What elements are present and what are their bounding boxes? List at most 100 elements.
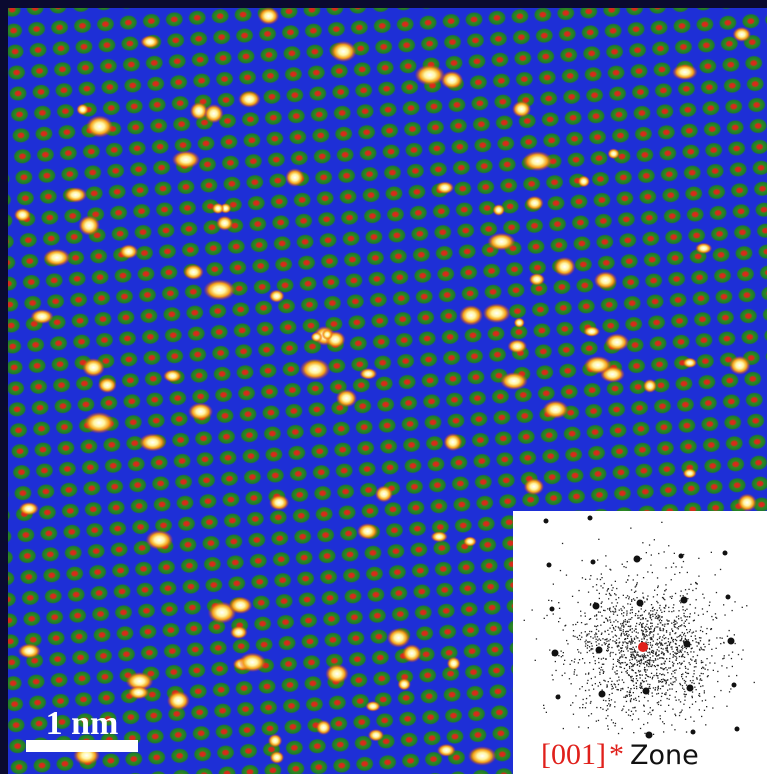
fft-speckle [673,622,674,623]
fft-speckle [617,680,618,681]
fft-speckle [668,651,669,652]
fft-speckle [578,651,579,652]
fft-speckle [669,699,670,700]
fft-speckle [636,700,637,701]
fft-speckle [676,658,677,659]
fft-speckle [621,667,622,668]
fft-speckle [673,610,674,611]
fft-speckle [715,617,716,618]
fft-speckle [662,624,663,625]
fft-speckle [623,706,624,707]
fft-speckle [661,657,662,658]
fft-speckle [687,652,688,653]
fft-speckle [666,630,667,631]
fft-speckle [572,596,573,597]
fft-speckle [701,662,702,663]
fft-speckle [605,700,606,701]
fft-speckle [619,642,620,643]
fft-speckle [659,630,660,631]
fft-speckle [626,665,627,666]
fft-speckle [693,651,694,652]
fft-speckle [665,661,666,662]
fft-speckle [675,669,676,670]
fft-speckle [617,659,618,660]
fft-speckle [636,585,637,586]
fft-speckle [653,596,654,597]
fft-speckle [648,663,649,664]
fft-speckle [602,638,603,639]
fft-speckle [587,645,588,646]
fft-speckle [642,618,643,619]
fft-speckle [644,601,645,602]
fft-speckle [589,641,590,642]
fft-speckle [649,652,650,653]
fft-speckle [657,655,658,656]
fft-speckle [632,628,633,629]
fft-speckle [618,650,619,651]
fft-speckle [623,595,624,596]
fft-spot [723,551,728,556]
fft-speckle [619,679,620,680]
fft-speckle [653,660,654,661]
fft-speckle [630,677,631,678]
fft-speckle [681,591,682,592]
fft-speckle [617,602,618,603]
fft-speckle [648,613,649,614]
fft-speckle [589,619,590,620]
fft-speckle [574,636,575,637]
fft-speckle [638,611,639,612]
fft-speckle [564,673,565,674]
bright-spot [543,400,569,418]
fft-speckle [626,701,627,702]
fft-speckle [680,664,681,665]
fft-speckle [705,700,706,701]
fft-speckle [598,611,599,612]
fft-speckle [657,618,658,619]
fft-speckle [654,609,655,610]
fft-speckle [627,595,628,596]
fft-speckle [602,587,603,588]
fft-speckle [701,648,702,649]
fft-speckle [634,649,635,650]
fft-speckle [732,666,733,667]
fft-speckle [601,667,602,668]
fft-speckle [637,615,638,616]
fft-speckle [658,647,659,648]
fft-speckle [656,675,657,676]
fft-speckle [620,657,621,658]
fft-speckle [657,687,658,688]
fft-speckle [675,660,676,661]
fft-speckle [660,681,661,682]
fft-speckle [632,719,633,720]
bright-spot [269,495,289,511]
fft-speckle [610,622,611,623]
fft-speckle [706,633,707,634]
fft-speckle [555,670,556,671]
fft-speckle [683,634,684,635]
fft-speckle [634,600,635,601]
fft-speckle [696,689,697,690]
fft-speckle [660,645,661,646]
fft-speckle [624,668,625,669]
fft-speckle [628,575,629,576]
bright-spot [322,329,333,340]
fft-speckle [648,666,649,667]
fft-speckle [687,593,688,594]
fft-speckle [623,682,624,683]
bright-spot [402,644,422,662]
fft-spot [732,683,737,688]
scale-bar-label: 1 nm [46,705,119,742]
fft-speckle [651,652,652,653]
fft-speckle [659,638,660,639]
fft-speckle [681,674,682,675]
fft-speckle [651,714,652,715]
fft-speckle [706,628,707,629]
fft-speckle [612,640,613,641]
fft-speckle [714,696,715,697]
fft-speckle [653,662,654,663]
fft-speckle [695,635,696,636]
fft-speckle [671,724,672,725]
fft-speckle [663,629,664,630]
fft-speckle [599,598,600,599]
fft-speckle [641,639,642,640]
